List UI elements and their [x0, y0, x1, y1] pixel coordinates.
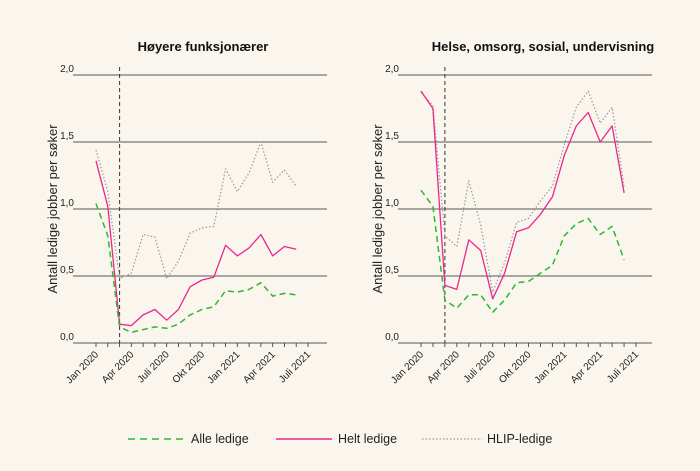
left-series-helt-line: [95, 160, 297, 327]
right-y-tick-label: 2,0: [385, 64, 399, 75]
right-chart-y-axis-label: Antall ledige jobber per søker: [370, 124, 385, 294]
right-series-hlip-line: [420, 90, 625, 293]
left-y-tick-label: 1,5: [60, 131, 74, 142]
legend-label-helt-ledige: Helt ledige: [338, 432, 397, 446]
chart-legend: Alle ledige Helt ledige HLIP-ledige: [128, 432, 552, 446]
left-series-hlip-line: [95, 141, 297, 280]
right-chart-title: Helse, omsorg, sosial, undervisning: [432, 39, 655, 54]
left-y-tick-label: 0,0: [60, 332, 74, 343]
left-y-tick-label: 1,0: [60, 198, 74, 209]
left-y-tick-label: 2,0: [60, 64, 74, 75]
right-y-tick-label: 1,0: [385, 198, 399, 209]
left-chart-y-axis-label: Antall ledige jobber per søker: [45, 124, 60, 294]
left-y-tick-label: 0,5: [60, 265, 74, 276]
right-y-tick-label: 0,5: [385, 265, 399, 276]
right-y-tick-label: 1,5: [385, 131, 399, 142]
left-chart-title: Høyere funksjonærer: [138, 39, 269, 54]
right-series-helt-line: [420, 90, 625, 300]
legend-label-hlip-ledige: HLIP-ledige: [487, 432, 552, 446]
right-y-tick-label: 0,0: [385, 332, 399, 343]
legend-label-alle-ledige: Alle ledige: [191, 432, 249, 446]
right-series-alle-line: [420, 189, 625, 313]
